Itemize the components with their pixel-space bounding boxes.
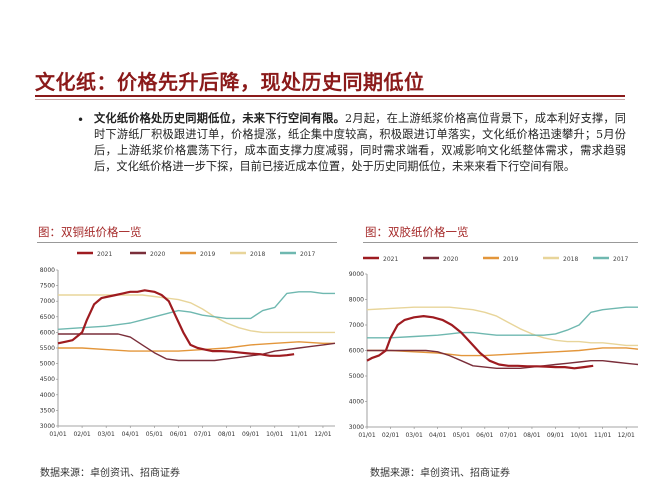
bullet-lead: 文化纸价格处历史同期低位，未来下行空间有限。 <box>94 111 346 125</box>
x-tick-label: 01/01 <box>358 432 375 439</box>
y-tick-label: 4000 <box>40 392 55 399</box>
series-line-2017 <box>367 306 638 339</box>
series-line-2020 <box>58 333 336 362</box>
legend-label-2018: 2018 <box>563 256 578 263</box>
y-tick-label: 3500 <box>40 407 55 414</box>
source-note-offset: 数据来源：卓创资讯、招商证券 <box>370 468 510 479</box>
x-tick-label: 08/01 <box>218 431 235 438</box>
y-tick-label: 4000 <box>349 399 364 406</box>
y-tick-label: 8000 <box>349 297 364 304</box>
x-tick-label: 12/01 <box>314 431 331 438</box>
y-tick-label: 5000 <box>40 361 55 368</box>
y-tick-label: 6000 <box>40 329 55 336</box>
y-tick-label: 8000 <box>40 267 55 274</box>
x-tick-label: 04/01 <box>429 432 446 439</box>
y-tick-label: 6500 <box>40 314 55 321</box>
y-tick-label: 9000 <box>349 271 364 278</box>
x-tick-label: 11/01 <box>594 432 611 439</box>
series-line-2019 <box>367 347 639 357</box>
y-tick-label: 7000 <box>40 298 55 305</box>
x-tick-label: 12/01 <box>618 432 635 439</box>
x-tick-label: 07/01 <box>194 431 211 438</box>
x-tick-label: 11/01 <box>290 431 307 438</box>
series-line-2020 <box>367 349 639 370</box>
y-tick-label: 5000 <box>349 373 364 380</box>
legend-label-2021: 2021 <box>383 256 398 263</box>
series-line-2017 <box>57 291 335 330</box>
bullet-body: 2月起，在上游纸浆价格高位背景下，成本利好支撑，同时下游纸厂积极跟进订单，价格提… <box>94 112 626 173</box>
chart-title-offset: 图：双胶纸价格一览 <box>365 225 469 239</box>
chart-offset-paper: 2021 2020 2019 2018 2017 3000 4000 5000 6000 7000… <box>349 256 639 439</box>
x-tick-label: 01/01 <box>49 431 66 438</box>
y-tick-label: 7000 <box>349 322 364 329</box>
x-tick-label: 06/01 <box>476 432 493 439</box>
bullet-text: 文化纸价格处历史同期低位，未来下行空间有限。2月起，在上游纸浆价格高位背景下，成… <box>94 110 626 175</box>
source-note-coated: 数据来源：卓创资讯、招商证券 <box>40 468 180 479</box>
x-tick-label: 08/01 <box>523 432 540 439</box>
legend-label-2021: 2021 <box>97 251 112 258</box>
x-tick-label: 07/01 <box>500 432 517 439</box>
x-tick-label: 09/01 <box>547 432 564 439</box>
bullet-marker: • <box>77 113 85 127</box>
series-line-2018 <box>366 306 638 347</box>
x-tick-label: 03/01 <box>405 432 422 439</box>
x-tick-label: 05/01 <box>146 431 163 438</box>
x-tick-label: 06/01 <box>170 431 187 438</box>
series-line-2021 <box>57 289 295 357</box>
series-line-2021 <box>366 314 594 370</box>
x-tick-label: 10/01 <box>266 431 283 438</box>
legend-label-2017: 2017 <box>300 251 315 258</box>
page-title: 文化纸：价格先升后降，现处历史同期低位 <box>35 70 425 94</box>
y-tick-label: 7500 <box>40 283 55 290</box>
chart-title-coated: 图：双铜纸价格一览 <box>38 225 142 239</box>
legend-label-2019: 2019 <box>200 251 215 258</box>
chart-title-rule-coated <box>37 242 337 243</box>
y-tick-label: 6000 <box>349 348 364 355</box>
x-tick-label: 03/01 <box>98 431 115 438</box>
x-tick-label: 02/01 <box>73 431 90 438</box>
legend-label-2020: 2020 <box>443 256 458 263</box>
title-underline-secondary <box>35 99 625 100</box>
chart-coated-paper: 2021 2020 2019 2018 2017 3000 3500 4000 4500 5000… <box>40 251 336 438</box>
x-tick-label: 02/01 <box>382 432 399 439</box>
chart-title-rule-offset <box>363 242 638 243</box>
x-tick-label: 10/01 <box>570 432 587 439</box>
x-tick-label: 04/01 <box>122 431 139 438</box>
legend-label-2020: 2020 <box>150 251 165 258</box>
legend-label-2017: 2017 <box>613 256 628 263</box>
y-tick-label: 4500 <box>40 376 55 383</box>
y-tick-label: 5500 <box>40 345 55 352</box>
x-tick-label: 09/01 <box>242 431 259 438</box>
legend-label-2018: 2018 <box>250 251 265 258</box>
legend-label-2019: 2019 <box>503 256 518 263</box>
x-tick-label: 05/01 <box>453 432 470 439</box>
y-tick-label: 3000 <box>40 423 55 430</box>
title-underline <box>35 95 625 97</box>
y-tick-label: 3000 <box>349 424 364 431</box>
